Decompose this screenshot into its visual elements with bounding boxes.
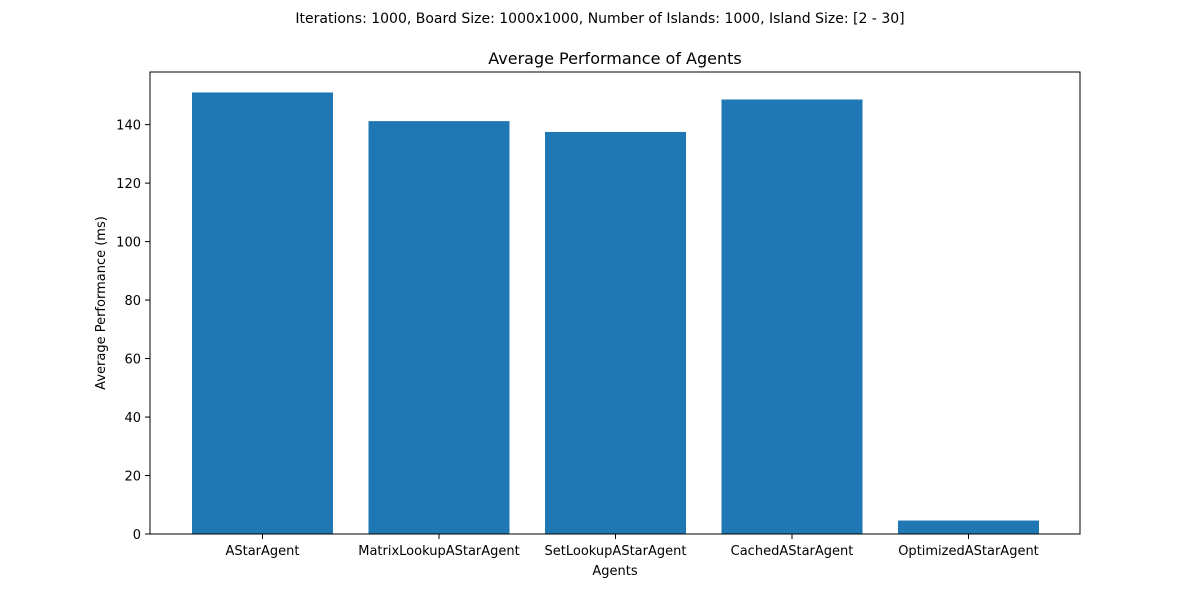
y-axis: 0 20 40 60 80 100 120 140	[116, 119, 150, 543]
x-tick-label: OptimizedAStarAgent	[898, 544, 1039, 559]
y-tick-label: 0	[133, 528, 141, 543]
x-tick-label: AStarAgent	[225, 544, 299, 559]
x-tick-label: CachedAStarAgent	[731, 544, 854, 559]
bar-OptimizedAStarAgent	[898, 520, 1039, 534]
bars-group	[192, 92, 1039, 534]
x-tick-label: SetLookupAStarAgent	[545, 544, 687, 559]
y-tick-label: 40	[124, 411, 141, 426]
y-tick-label: 20	[124, 470, 141, 485]
x-tick-label: MatrixLookupAStarAgent	[358, 544, 520, 559]
y-tick-label: 60	[124, 353, 141, 368]
y-tick-label: 140	[116, 119, 141, 134]
y-tick-label: 100	[116, 236, 141, 251]
y-tick-label: 120	[116, 177, 141, 192]
x-axis-label: Agents	[592, 564, 637, 579]
bar-CachedAStarAgent	[721, 99, 863, 534]
y-axis-label: Average Performance (ms)	[94, 216, 109, 390]
chart-title: Average Performance of Agents	[488, 49, 741, 68]
bar-AStarAgent	[192, 92, 333, 534]
y-tick-label: 80	[124, 294, 141, 309]
plot-frame	[149, 71, 1081, 535]
bar-MatrixLookupAStarAgent	[368, 121, 510, 534]
figure-suptitle: Iterations: 1000, Board Size: 1000x1000,…	[295, 11, 904, 27]
bar-SetLookupAStarAgent	[545, 131, 686, 534]
x-axis: AStarAgent MatrixLookupAStarAgent SetLooku…	[225, 534, 1039, 559]
